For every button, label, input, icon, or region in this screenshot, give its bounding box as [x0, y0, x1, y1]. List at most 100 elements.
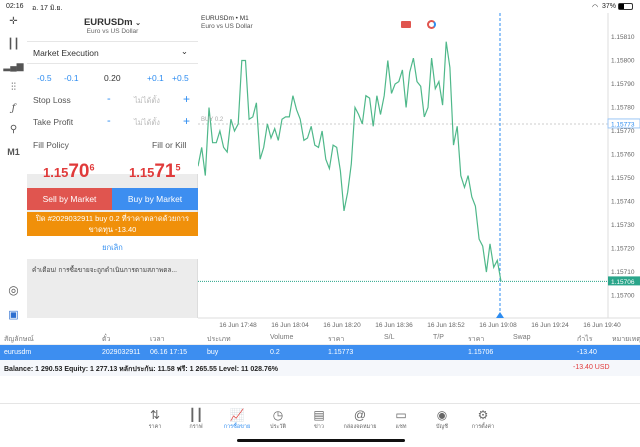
fill-policy-label: Fill Policy [33, 140, 69, 150]
volume-plus-0.1[interactable]: +0.1 [147, 73, 164, 83]
price-line [198, 41, 502, 282]
sell-by-market-button[interactable]: Sell by Market [27, 188, 112, 210]
nav-trade[interactable]: 📈 การซื้อขาย [217, 408, 257, 431]
stop-loss-minus[interactable]: - [107, 93, 111, 105]
nav-news[interactable]: ▤ ข่าว [299, 408, 339, 431]
account-icon: ◉ [436, 408, 448, 422]
volume-minus-0.1[interactable]: -0.1 [64, 73, 79, 83]
column-header[interactable]: S/L [384, 334, 395, 341]
nav-chart[interactable]: ┃┃ กราฟ [176, 408, 216, 431]
price-chart[interactable]: EURUSDm • M1 Euro vs US Dollar 1.15810 1.… [198, 13, 640, 331]
table-cell: -13.40 [577, 349, 597, 356]
nav-history[interactable]: ◷ ประวัติ [258, 408, 298, 431]
column-header[interactable]: Swap [513, 334, 531, 341]
table-row[interactable]: eurusdm 2029032911 06.16 17:15 buy 0.2 1.1577… [0, 345, 640, 360]
table-cell: 2029032911 [102, 349, 141, 356]
one-click-trading-icon[interactable] [401, 21, 411, 28]
volume-plus-0.5[interactable]: +0.5 [172, 73, 189, 83]
bottom-nav: ⇅ ราคา ┃┃ กราฟ 📈 การซื้อขาย ◷ ประวัติ ▤ ข่าว @ กล่อ… [0, 403, 640, 447]
nav-label: กล่องจดหมาย [343, 424, 377, 430]
nav-account[interactable]: ◉ บัญชี [422, 408, 462, 431]
status-date: อ. 17 มิ.ย. [32, 5, 63, 12]
nav-label: ข่าว [314, 424, 324, 430]
column-header[interactable]: ราคา [328, 336, 345, 343]
news-icon: ▤ [313, 408, 325, 422]
home-indicator [237, 439, 405, 442]
buy-by-market-button[interactable]: Buy by Market [112, 188, 198, 210]
stop-loss-input[interactable]: ไม่ได้ตั้ง [134, 96, 160, 105]
table-cell: eurusdm [4, 349, 32, 356]
column-header[interactable]: สัญลักษณ์ [4, 336, 34, 343]
x-tick-label: 16 Jun 17:48 [219, 322, 257, 329]
execution-type-select[interactable]: Market Execution ⌄ [27, 42, 198, 64]
warning-text: คำเตือน! การซื้อขายจะถูกดำเนินการตามสภาพ… [32, 267, 177, 274]
chart-subtitle: Euro vs US Dollar [201, 23, 253, 30]
table-cell: 1.15773 [328, 349, 354, 356]
volume-input[interactable]: 0.20 [104, 73, 121, 83]
indicators-icon[interactable]: ┃┃ [7, 39, 20, 50]
symbol-description: Euro vs US Dollar [86, 28, 139, 35]
column-header[interactable]: หมายเหตุ [612, 336, 640, 343]
column-header[interactable]: ประเภท [207, 336, 231, 343]
column-header[interactable]: T/P [433, 334, 444, 341]
take-profit-input[interactable]: ไม่ได้ตั้ง [134, 118, 160, 127]
take-profit-plus[interactable]: + [183, 114, 191, 128]
fill-policy-select[interactable]: Fill or Kill [152, 140, 187, 150]
table-cell: 06.16 17:15 [150, 349, 187, 356]
y-tick-label: 1.15790 [611, 81, 635, 88]
column-header[interactable]: กำไร [577, 336, 593, 343]
table-cell: 0.2 [270, 349, 280, 356]
quotes-icon: ⇅ [149, 408, 161, 422]
open-price-value: 1.15773 [611, 121, 635, 128]
total-profit: -13.40 USD [573, 364, 610, 371]
column-header[interactable]: Volume [270, 334, 294, 341]
position-label: BUY 0.2 [201, 117, 224, 123]
trade-icon: 📈 [229, 408, 245, 422]
history-icon: ◷ [272, 408, 284, 422]
nav-label: บัญชี [436, 424, 448, 430]
chart-canvas: 1.158101.158001.157901.157801.157701.157… [198, 13, 640, 329]
column-header[interactable]: ตั๋ว [102, 336, 111, 343]
user-search-icon[interactable]: ⚲ [9, 124, 18, 135]
y-tick-label: 1.15710 [611, 269, 635, 276]
close-position-button[interactable]: ปิด #2029032911 buy 0.2 ที่ราคาตลาดด้วยก… [27, 212, 198, 236]
settings-sliders-icon[interactable]: ⫶⫶ [11, 82, 16, 93]
y-tick-label: 1.15760 [611, 152, 635, 159]
crosshair-icon[interactable]: ✛ [9, 16, 18, 27]
wifi-icon: ◠ [592, 4, 599, 11]
column-header[interactable]: เวลา [150, 336, 165, 343]
trade-app-icon[interactable]: ▣ [8, 309, 19, 321]
take-profit-minus[interactable]: - [107, 115, 111, 127]
timeframe-button[interactable]: M1 [7, 147, 20, 157]
nav-label: ประวัติ [269, 424, 287, 430]
nav-settings[interactable]: ⚙ การตั้งค่า [463, 408, 503, 431]
stop-loss-plus[interactable]: + [183, 92, 191, 106]
y-tick-label: 1.15720 [611, 246, 635, 253]
ask-price: 1.15715 [129, 161, 181, 182]
y-tick-label: 1.15810 [611, 34, 635, 41]
y-tick-label: 1.15800 [611, 58, 635, 65]
function-icon[interactable]: ƒ [11, 103, 16, 114]
nav-chat[interactable]: ▭ แชท [381, 408, 421, 431]
balance-summary: Balance: 1 290.53 Equity: 1 277.13 หลักป… [4, 366, 278, 373]
x-tick-label: 16 Jun 18:04 [271, 322, 309, 329]
chat-icon: ▭ [395, 408, 407, 422]
volume-minus-0.5[interactable]: -0.5 [37, 73, 52, 83]
signal-icon[interactable] [427, 20, 436, 29]
nav-quotes[interactable]: ⇅ ราคา [135, 408, 175, 431]
nav-mailbox[interactable]: @ กล่องจดหมาย [340, 408, 380, 431]
status-time: 02:16 [6, 3, 24, 10]
execution-type-label: Market Execution [33, 48, 99, 58]
objects-icon[interactable]: ▂▄▆ [3, 61, 24, 71]
open-price-tag [607, 118, 640, 129]
cancel-button[interactable]: ยกเลิก [27, 236, 198, 259]
current-price-value: 1.15706 [611, 279, 635, 286]
mailbox-icon: @ [353, 408, 367, 422]
y-tick-label: 1.15770 [611, 128, 635, 135]
symbol-selector[interactable]: EURUSDm ⌄ [27, 17, 198, 28]
chevron-down-icon: ⌄ [135, 20, 142, 27]
current-price-tag [608, 276, 640, 286]
zoom-chart-icon[interactable]: ◎ [8, 283, 19, 297]
nav-label: แชท [395, 424, 407, 430]
column-header[interactable]: ราคา [468, 336, 485, 343]
